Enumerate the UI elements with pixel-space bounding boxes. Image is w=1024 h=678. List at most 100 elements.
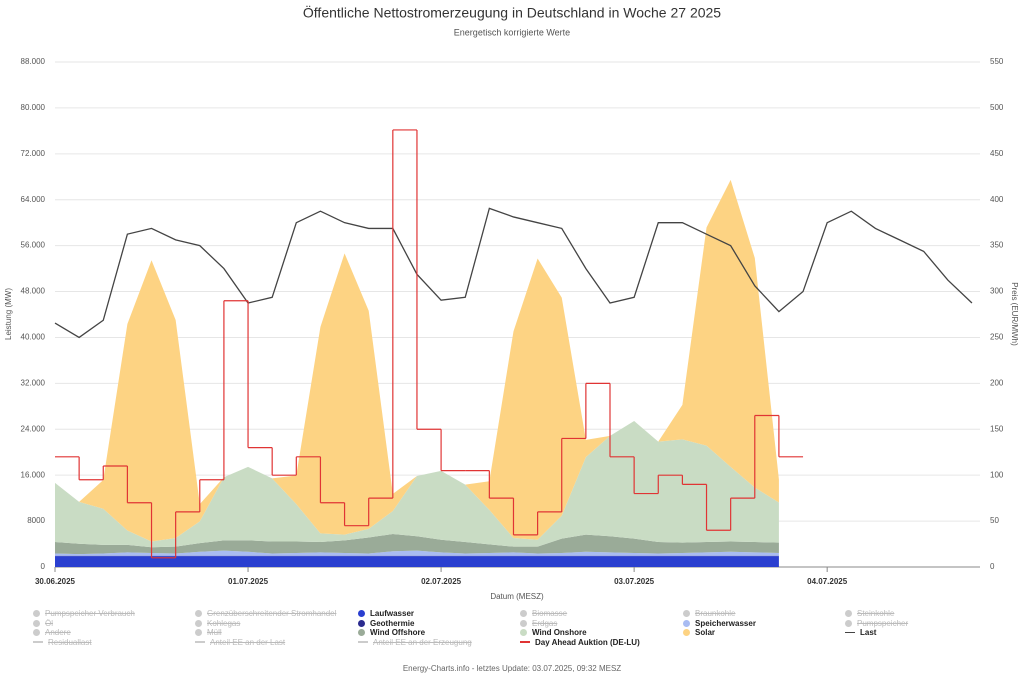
legend-symbol: [520, 629, 527, 636]
legend-symbol: [845, 619, 852, 627]
legend-item[interactable]: Öl: [33, 619, 53, 628]
y2-tick-label: 0: [990, 562, 995, 571]
chart: Öffentliche Nettostromerzeugung in Deuts…: [4, 4, 1019, 601]
legend-label: Steinkohle: [857, 609, 895, 618]
area: [55, 556, 779, 567]
legend-item[interactable]: Solar: [683, 628, 715, 637]
legend-symbol: [520, 641, 530, 643]
chart-title: Öffentliche Nettostromerzeugung in Deuts…: [303, 4, 721, 21]
legend-symbol: [683, 629, 690, 636]
legend-label: Residuallast: [48, 637, 92, 647]
legend-item[interactable]: Andere: [33, 628, 71, 637]
legend-symbol: [520, 610, 527, 617]
y2-tick-label: 100: [990, 470, 1004, 479]
legend-label: Müll: [207, 628, 222, 637]
legend-symbol: [195, 610, 202, 617]
area: [55, 420, 779, 548]
x-tick-label: 02.07.2025: [421, 577, 462, 586]
footer: Energy-Charts.info - letztes Update: 03.…: [402, 664, 622, 673]
area: [55, 550, 779, 556]
legend-item[interactable]: Wind Onshore: [520, 628, 587, 637]
legend-label: Braunkohle: [695, 609, 736, 618]
y2-tick-label: 350: [990, 241, 1004, 250]
x-axis-label: Datum (MESZ): [490, 592, 544, 601]
y-tick-label: 16.000: [21, 470, 46, 479]
y2-tick-label: 400: [990, 195, 1004, 204]
legend-label: Erdgas: [532, 618, 558, 628]
legend-symbol: [33, 641, 43, 643]
legend-item[interactable]: Kohlegas: [195, 619, 240, 628]
legend-symbol: [683, 610, 690, 617]
legend-symbol: [33, 610, 40, 617]
y-tick-label: 48.000: [21, 287, 46, 296]
y2-tick-label: 450: [990, 149, 1004, 158]
legend-label: Last: [860, 628, 877, 637]
legend-item[interactable]: Speicherwasser: [683, 619, 756, 628]
y2-tick-label: 250: [990, 333, 1004, 342]
legend-label: Day Ahead Auktion (DE-LU): [535, 637, 640, 647]
legend: Pumpspeicher Verbrauch Grenzüberschreiten…: [0, 609, 1024, 654]
y2-tick-label: 200: [990, 378, 1004, 387]
legend-label: Pumpspeicher: [857, 618, 909, 628]
legend-item[interactable]: Laufwasser: [358, 609, 414, 618]
legend-symbol: [195, 619, 202, 627]
legend-symbol: [33, 629, 40, 636]
y-tick-label: 24.000: [21, 424, 46, 433]
legend-symbol: [195, 629, 202, 636]
legend-item[interactable]: Erdgas: [520, 619, 557, 628]
legend-label: Öl: [45, 618, 53, 628]
legend-label: Solar: [695, 628, 716, 637]
y2-tick-label: 500: [990, 103, 1004, 112]
legend-label: Andere: [45, 628, 71, 637]
legend-item[interactable]: Last: [845, 628, 876, 637]
legend-symbol: [845, 631, 855, 634]
legend-label: Grenzüberschreitender Stromhandel: [207, 609, 337, 618]
legend-item[interactable]: Steinkohle: [845, 609, 894, 618]
legend-symbol: [358, 610, 365, 617]
legend-item[interactable]: Anteil EE an der Erzeugung: [358, 638, 472, 647]
y2-axis-label: Preis (EUR/MWh): [1010, 282, 1019, 346]
y-tick-label: 0: [41, 562, 46, 571]
legend-label: Pumpspeicher Verbrauch: [45, 609, 135, 618]
legend-symbol: [195, 641, 205, 643]
chart-subtitle: Energetisch korrigierte Werte: [454, 27, 570, 37]
legend-symbol: [33, 619, 40, 627]
legend-symbol: [358, 629, 365, 636]
legend-item[interactable]: Braunkohle: [683, 609, 735, 618]
legend-symbol: [683, 619, 690, 627]
y-tick-label: 56.000: [21, 241, 46, 250]
legend-item[interactable]: Müll: [195, 628, 222, 637]
y2-tick-label: 300: [990, 287, 1004, 296]
legend-label: Geothermie: [370, 618, 415, 628]
legend-label: Anteil EE an der Erzeugung: [373, 637, 472, 647]
y-tick-label: 80.000: [21, 103, 46, 112]
legend-item[interactable]: Day Ahead Auktion (DE-LU): [520, 638, 640, 647]
legend-label: Anteil EE an der Last: [210, 637, 286, 647]
x-tick-label: 04.07.2025: [807, 577, 848, 586]
legend-symbol: [520, 619, 527, 627]
legend-item[interactable]: Biomasse: [520, 609, 567, 618]
x-tick-label: 01.07.2025: [228, 577, 269, 586]
y2-tick-label: 550: [990, 57, 1004, 66]
legend-item[interactable]: Anteil EE an der Last: [195, 638, 285, 647]
x-tick-label: 03.07.2025: [614, 577, 655, 586]
y-tick-label: 88.000: [21, 57, 46, 66]
legend-item[interactable]: Geothermie: [358, 619, 414, 628]
y2-tick-label: 150: [990, 424, 1004, 433]
legend-item[interactable]: Residuallast: [33, 638, 92, 647]
y-axis-label: Leistung (MW): [4, 288, 13, 340]
y-tick-label: 64.000: [21, 195, 46, 204]
legend-label: Wind Offshore: [370, 628, 426, 637]
load-line: [54, 207, 973, 339]
y-tick-label: 8000: [27, 516, 45, 525]
legend-item[interactable]: Grenzüberschreitender Stromhandel: [195, 609, 336, 618]
plot: [54, 129, 973, 567]
legend-item[interactable]: Pumpspeicher: [845, 619, 908, 628]
legend-item[interactable]: Wind Offshore: [358, 628, 425, 637]
area: [55, 179, 779, 542]
legend-label: Speicherwasser: [695, 618, 756, 628]
x-tick-label: 30.06.2025: [35, 577, 76, 586]
legend-label: Biomasse: [532, 609, 568, 618]
legend-item[interactable]: Pumpspeicher Verbrauch: [33, 609, 135, 618]
